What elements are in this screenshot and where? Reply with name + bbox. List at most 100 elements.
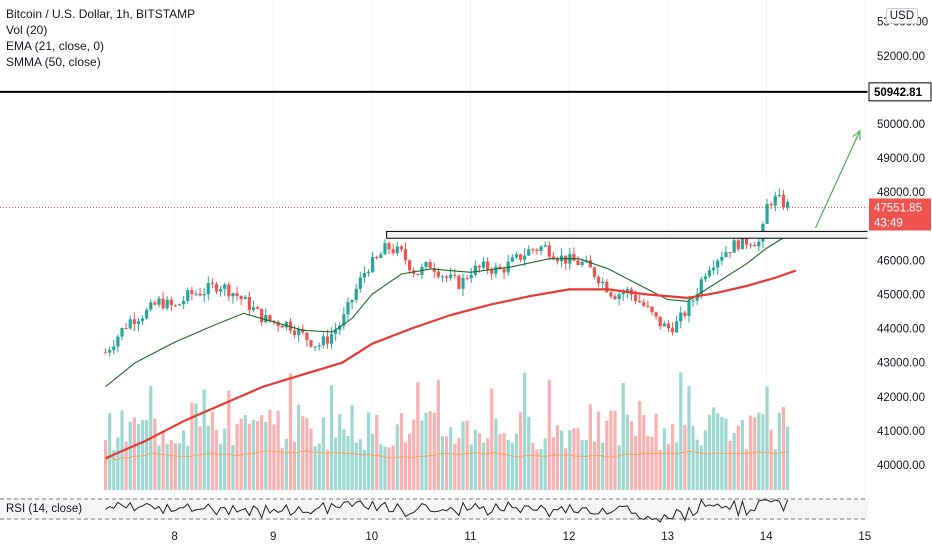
- volume-bar: [518, 412, 523, 490]
- volume-bar: [247, 423, 251, 490]
- candle-body: [264, 314, 268, 323]
- ema-21-line: [105, 232, 792, 388]
- volume-bar: [605, 420, 609, 490]
- volume-bar: [297, 404, 301, 490]
- volume-bar: [255, 421, 260, 490]
- candle-body: [149, 302, 153, 310]
- volume-bar: [712, 407, 716, 490]
- candle-body: [325, 336, 330, 344]
- price-axis-label: 50000.00: [877, 119, 925, 131]
- candle-body: [461, 277, 465, 289]
- candle-body: [407, 260, 412, 271]
- candle-body: [675, 321, 679, 333]
- volume-bar: [338, 413, 342, 490]
- volume-bar: [773, 449, 777, 490]
- volume-bar: [428, 411, 432, 490]
- candle-body: [683, 312, 687, 316]
- volume-bar: [670, 423, 675, 490]
- volume-bar: [112, 449, 116, 490]
- candle-body: [679, 312, 683, 322]
- candle-body: [173, 305, 178, 307]
- volume-bar: [198, 426, 202, 490]
- candle-body: [510, 257, 514, 262]
- candle-body: [531, 249, 535, 251]
- candle-body: [753, 245, 757, 247]
- volume-bar: [268, 409, 272, 490]
- volume-bar: [350, 405, 354, 490]
- volume-bar: [490, 388, 494, 490]
- volume-bar: [420, 420, 424, 490]
- currency-button[interactable]: USD: [885, 8, 918, 24]
- volume-bar: [527, 416, 531, 490]
- vol-indicator-label[interactable]: Vol (20): [6, 23, 48, 37]
- arrow-shaft: [814, 130, 861, 229]
- volume-bar: [506, 439, 510, 490]
- volume-bar: [366, 412, 371, 490]
- volume-bar: [777, 412, 781, 490]
- volume-bar: [288, 373, 293, 490]
- candlesticks[interactable]: [103, 188, 790, 357]
- volume-bar: [654, 413, 658, 490]
- candle-body: [132, 319, 136, 325]
- candle-body: [605, 281, 609, 293]
- candle-body: [732, 240, 736, 253]
- volume-bar: [219, 444, 223, 490]
- candle-body: [157, 298, 161, 305]
- candle-body: [251, 307, 256, 310]
- price-axis-label: 44000.00: [877, 324, 925, 336]
- volume-bar: [629, 421, 634, 490]
- candle-body: [387, 243, 391, 250]
- time-axis[interactable]: 8910111213141516: [171, 531, 932, 543]
- candle-body: [292, 330, 297, 336]
- resistance-zone-box[interactable]: [386, 230, 876, 239]
- volume-bar: [375, 415, 379, 490]
- price-axis-label: 41000.00: [877, 426, 925, 438]
- candle-body: [436, 271, 440, 277]
- volume-bar: [239, 418, 243, 490]
- candle-body: [366, 271, 371, 274]
- ema-indicator-label[interactable]: EMA (21, close, 0): [6, 39, 105, 53]
- price-axis-label: 43000.00: [877, 358, 925, 370]
- candle-body: [514, 254, 519, 258]
- volume-bar: [383, 446, 387, 490]
- candle-body: [539, 246, 543, 251]
- volume-bar: [280, 447, 284, 490]
- volume-bar: [523, 372, 527, 490]
- candle-body: [453, 274, 457, 276]
- price-axis-label: 52000.00: [877, 51, 925, 63]
- smma-indicator-label[interactable]: SMMA (50, close): [6, 55, 101, 69]
- candle-body: [395, 246, 399, 254]
- volume-bar: [362, 449, 367, 490]
- candle-body: [633, 294, 638, 302]
- volume-bar: [379, 444, 383, 490]
- forecast-arrow[interactable]: [814, 129, 861, 229]
- candle-body: [272, 320, 276, 323]
- candle-body: [494, 266, 498, 274]
- candle-body: [223, 284, 227, 289]
- candle-body: [465, 277, 469, 279]
- volume-bar: [658, 449, 662, 490]
- volume-bar: [371, 433, 375, 490]
- candle-body: [486, 261, 490, 270]
- candle-body: [165, 299, 169, 309]
- volume-bar: [560, 430, 564, 490]
- candle-body: [255, 307, 260, 309]
- volume-bar: [531, 442, 535, 490]
- volume-bar: [716, 413, 720, 490]
- candle-body: [219, 288, 223, 292]
- candle-body: [699, 279, 703, 295]
- volume-bar: [292, 441, 297, 490]
- symbol-title[interactable]: Bitcoin / U.S. Dollar, 1h, BITSTAMP: [6, 7, 196, 21]
- volume-bar: [699, 445, 703, 490]
- candle-body: [769, 204, 773, 206]
- candle-body: [609, 292, 613, 297]
- time-axis-label: 9: [270, 531, 276, 543]
- volume-bar: [683, 424, 687, 490]
- candle-body: [153, 302, 157, 305]
- rsi-indicator-label[interactable]: RSI (14, close): [6, 503, 83, 515]
- volume-bar: [609, 410, 613, 490]
- volume-bar: [412, 419, 416, 490]
- candle-body: [621, 292, 625, 295]
- volume-bar: [403, 442, 408, 490]
